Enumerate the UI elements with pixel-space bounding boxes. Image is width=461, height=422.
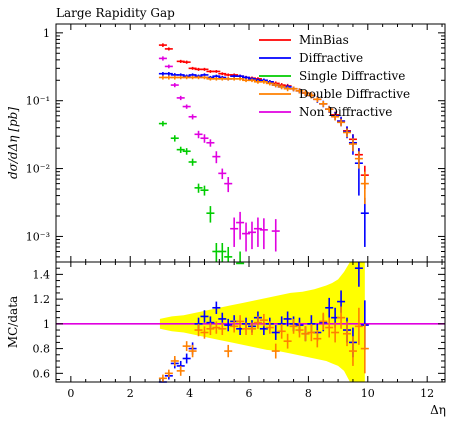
legend-label: MinBias bbox=[299, 33, 349, 47]
ratio-series-double-diffractive bbox=[158, 306, 369, 382]
main-frame bbox=[55, 23, 446, 263]
legend-label: Diffractive bbox=[299, 51, 363, 65]
legend-label: Single Diffractive bbox=[299, 69, 405, 83]
uncertainty-band bbox=[159, 262, 365, 382]
legend: MinBias Diffractive Single Diffractive Doub… bbox=[259, 33, 410, 119]
series-double-diffractive bbox=[158, 75, 369, 205]
series-non-diffractive bbox=[158, 56, 280, 252]
series-single-diffractive bbox=[158, 121, 245, 265]
ratio-y-tick-label: 0.6 bbox=[33, 367, 51, 380]
x-tick-label: 0 bbox=[67, 387, 74, 400]
main-y-tick-label: 10⁻² bbox=[26, 163, 50, 176]
ratio-y-tick-label: 1.2 bbox=[33, 293, 51, 306]
x-tick-label: 2 bbox=[127, 387, 134, 400]
x-tick-label: 4 bbox=[186, 387, 193, 400]
ratio-y-tick-label: 1 bbox=[43, 318, 50, 331]
legend-label: Non Diffractive bbox=[299, 105, 392, 119]
x-tick-label: 12 bbox=[420, 387, 434, 400]
ratio-y-tick-label: 1.4 bbox=[33, 268, 51, 281]
ratio-y-axis-title: MC/data bbox=[6, 296, 20, 348]
ratio-frame bbox=[55, 261, 446, 383]
ratio-panel: 0.6 0.8 1 1.2 1.4 bbox=[33, 261, 446, 383]
x-tick-label: 6 bbox=[246, 387, 253, 400]
x-tick-label: 10 bbox=[361, 387, 375, 400]
main-y-tick-label: 1 bbox=[43, 27, 50, 40]
legend-label: Double Diffractive bbox=[299, 87, 410, 101]
x-ticks: 0 2 4 6 8 10 12 bbox=[55, 24, 443, 400]
main-y-axis-title: dσ/dΔη [pb] bbox=[6, 107, 20, 179]
main-series bbox=[158, 43, 369, 265]
x-tick-label: 8 bbox=[305, 387, 312, 400]
chart-title: Large Rapidity Gap bbox=[56, 6, 175, 20]
ratio-y-tick-label: 0.8 bbox=[33, 343, 51, 356]
main-y-tick-label: 10⁻¹ bbox=[26, 95, 50, 108]
ratio-band bbox=[159, 262, 365, 382]
ratio-series bbox=[158, 262, 369, 383]
x-axis-title: Δη bbox=[430, 403, 446, 417]
main-y-tick-label: 10⁻³ bbox=[26, 230, 50, 243]
ratio-ticks: 0.6 0.8 1 1.2 1.4 bbox=[33, 267, 445, 380]
main-panel: 1 10⁻¹ 10⁻² 10⁻³ bbox=[26, 23, 446, 265]
main-ticks: 1 10⁻¹ 10⁻² 10⁻³ bbox=[26, 27, 445, 258]
